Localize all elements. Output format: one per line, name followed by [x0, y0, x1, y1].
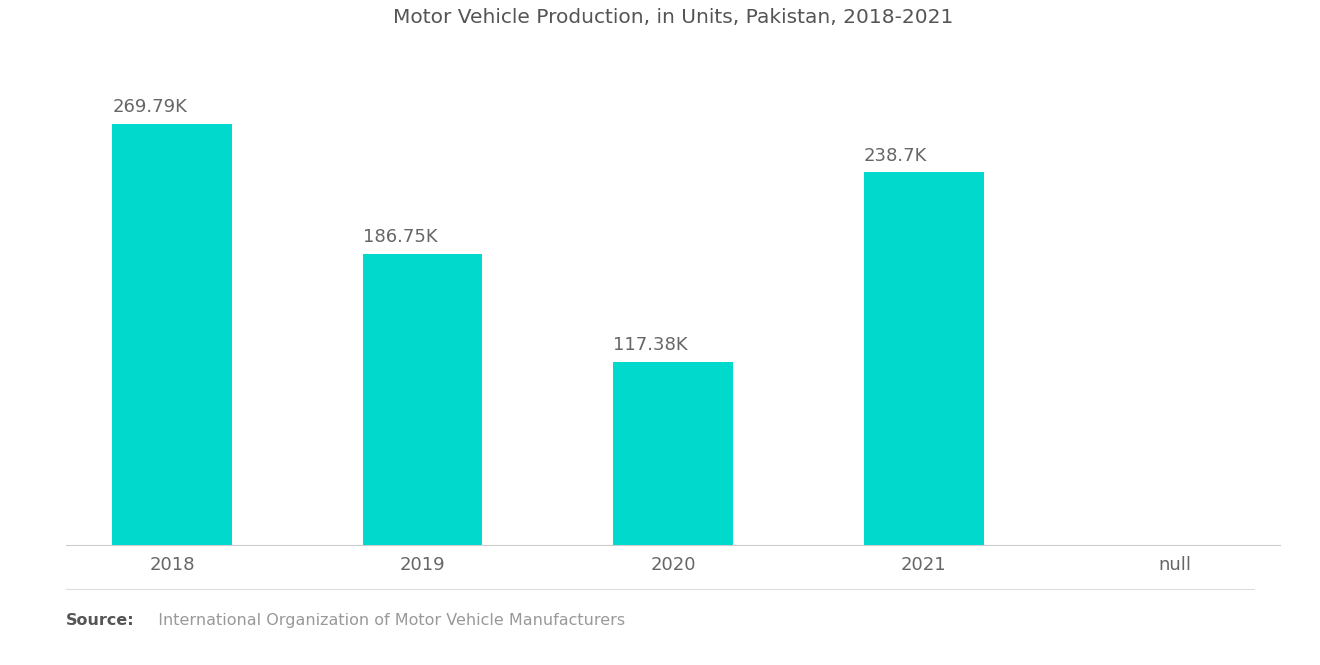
Bar — [614, 362, 733, 545]
Bar — [363, 253, 482, 545]
Text: 117.38K: 117.38K — [614, 336, 688, 354]
Bar — [112, 124, 232, 545]
Bar — [865, 172, 983, 545]
Text: 269.79K: 269.79K — [112, 98, 187, 116]
Text: International Organization of Motor Vehicle Manufacturers: International Organization of Motor Vehi… — [148, 613, 624, 628]
Text: Source:: Source: — [66, 613, 135, 628]
Title: Motor Vehicle Production, in Units, Pakistan, 2018-2021: Motor Vehicle Production, in Units, Paki… — [393, 7, 953, 27]
Text: 238.7K: 238.7K — [865, 146, 928, 164]
Text: 186.75K: 186.75K — [363, 227, 437, 246]
